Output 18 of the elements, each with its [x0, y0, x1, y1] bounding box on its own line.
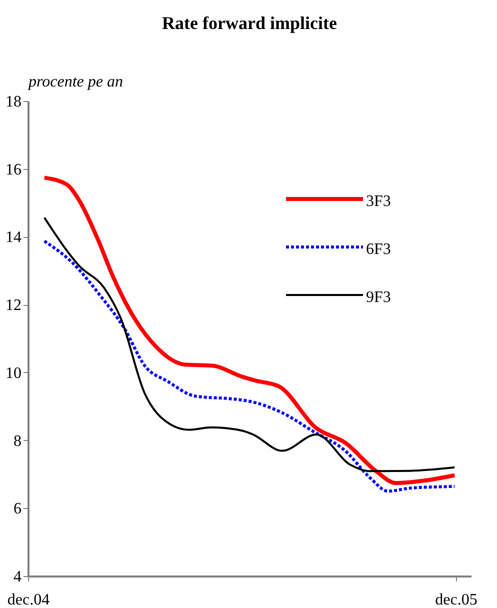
line-series [43, 216, 456, 472]
y-tick-label: 4 [14, 568, 22, 586]
y-tick-label: 6 [14, 500, 22, 518]
y-tick-label: 8 [14, 432, 22, 450]
legend-label: 9F3 [366, 289, 391, 306]
legend-label: 3F3 [366, 193, 391, 210]
x-tick-label: dec.05 [435, 592, 478, 608]
y-tick-label: 10 [6, 364, 22, 382]
y-tick-label: 14 [6, 229, 22, 246]
y-tick-label: 18 [6, 94, 22, 110]
x-tick-label: dec.04 [7, 592, 50, 608]
line-series [42, 240, 456, 493]
y-tick-label: 16 [6, 161, 22, 178]
chart-title: Rate forward implicite [162, 13, 337, 33]
legend-label: 6F3 [366, 241, 391, 258]
y-axis-title: procente pe an [28, 74, 123, 90]
y-tick-label: 12 [6, 297, 22, 314]
line-series [42, 176, 457, 486]
